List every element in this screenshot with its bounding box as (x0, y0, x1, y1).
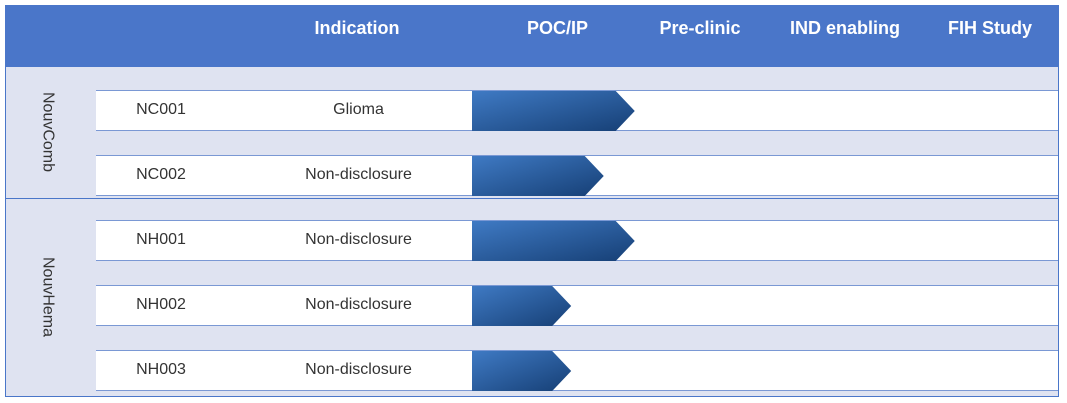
row-name: NH002 (136, 296, 186, 313)
header-row: Indication POC/IP Pre-clinic IND enablin… (5, 5, 1059, 67)
frame-right (1058, 67, 1059, 397)
row-name: NC002 (136, 166, 186, 183)
table-row: NC001 Glioma (96, 90, 1058, 131)
row-indication: Non-disclosure (305, 296, 412, 313)
header-fih-study: FIH Study (948, 18, 1032, 38)
row-indication: Non-disclosure (305, 231, 412, 248)
group-label-nouvcomb: NouvComb (39, 92, 57, 173)
row-name: NH003 (136, 361, 186, 378)
table-row: NH002 Non-disclosure (96, 285, 1058, 326)
table-row: NH001 Non-disclosure (96, 220, 1058, 261)
row-indication: Glioma (333, 101, 384, 118)
table-row: NH003 Non-disclosure (96, 350, 1058, 391)
header-indication: Indication (314, 18, 400, 38)
group-divider (5, 198, 1059, 199)
row-indication: Non-disclosure (305, 361, 412, 378)
frame-left (5, 67, 6, 397)
header-ind-enabling: IND enabling (789, 18, 900, 38)
row-name: NC001 (136, 101, 186, 118)
header-poc-ip: POC/IP (526, 18, 588, 38)
header-pre-clinic: Pre-clinic (659, 18, 741, 38)
row-name: NH001 (136, 231, 186, 248)
group-label-nouvhema: NouvHema (39, 257, 57, 338)
table-row: NC002 Non-disclosure (96, 155, 1058, 196)
row-indication: Non-disclosure (305, 166, 412, 183)
frame-bottom (5, 396, 1059, 397)
